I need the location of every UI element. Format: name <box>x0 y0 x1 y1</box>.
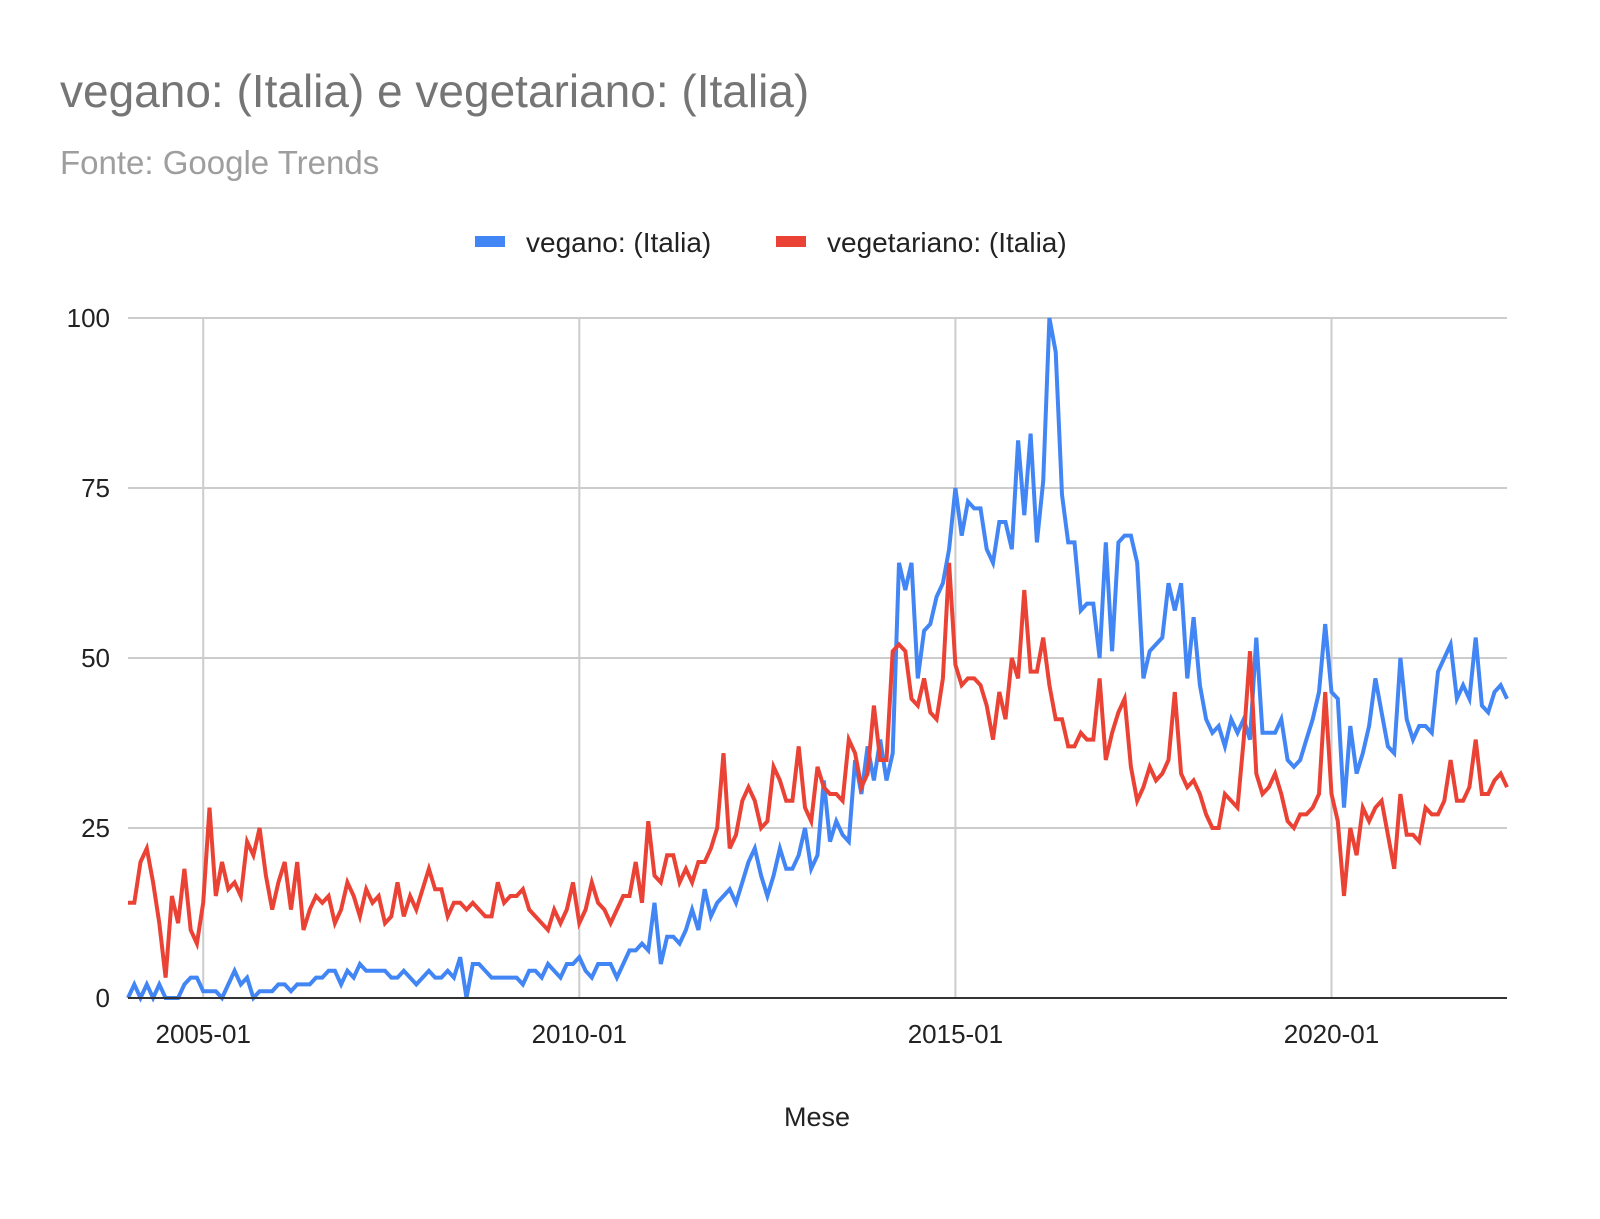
y-tick-label: 100 <box>67 303 110 333</box>
x-tick-label: 2015-01 <box>908 1019 1003 1049</box>
x-axis-ticks: 2005-01 2010-01 2015-01 2020-01 <box>156 1019 1380 1049</box>
y-tick-label: 50 <box>81 643 110 673</box>
legend: vegano: (Italia) vegetariano: (Italia) <box>475 227 1067 258</box>
legend-swatch <box>475 236 505 247</box>
series-lines <box>126 317 1509 1003</box>
legend-swatch <box>776 236 806 247</box>
series-line-vegetariano <box>128 562 1509 978</box>
y-axis-ticks: 0 25 50 75 100 <box>67 303 110 1013</box>
chart-subtitle: Fonte: Google Trends <box>60 144 380 181</box>
x-tick-label: 2020-01 <box>1284 1019 1379 1049</box>
gridlines <box>128 317 1507 998</box>
series-line-vegano <box>126 317 1509 1003</box>
x-axis-label: Mese <box>784 1102 850 1132</box>
y-tick-label: 0 <box>96 983 110 1013</box>
y-tick-label: 25 <box>81 813 110 843</box>
x-tick-label: 2010-01 <box>532 1019 627 1049</box>
legend-label: vegano: (Italia) <box>526 227 711 258</box>
chart-title: vegano: (Italia) e vegetariano: (Italia) <box>60 65 810 117</box>
y-tick-label: 75 <box>81 473 110 503</box>
x-tick-label: 2005-01 <box>156 1019 251 1049</box>
legend-label: vegetariano: (Italia) <box>827 227 1067 258</box>
